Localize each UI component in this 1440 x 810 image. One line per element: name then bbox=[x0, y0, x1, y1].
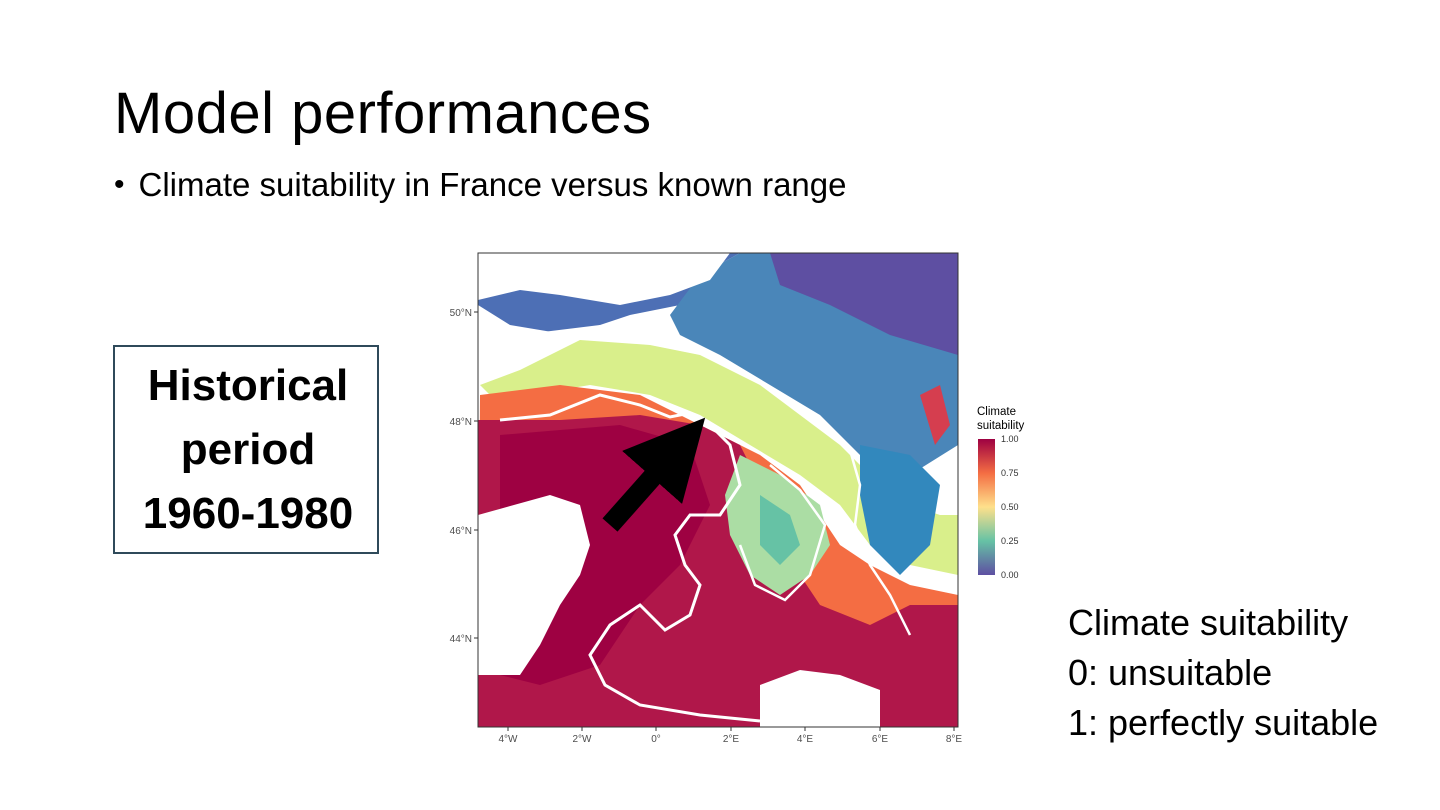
ardennes-zone bbox=[770, 253, 958, 355]
period-line-2: period bbox=[180, 425, 316, 474]
known-range-east bbox=[848, 449, 912, 636]
map-raster bbox=[478, 253, 958, 727]
known-range-outline bbox=[499, 393, 761, 723]
slide-title: Model performances bbox=[114, 81, 652, 146]
legend-tick-025: 0.25 bbox=[1001, 536, 1019, 546]
alps-zone bbox=[860, 445, 940, 575]
lat-label-44: 44°N bbox=[450, 634, 472, 645]
bullet-point: • Climate suitability in France versus k… bbox=[114, 166, 847, 204]
legend-title-1: Climate bbox=[977, 406, 1016, 418]
lon-label-4w: 4°W bbox=[499, 734, 519, 745]
panel-border bbox=[477, 252, 959, 728]
mediterranean-sea bbox=[760, 670, 880, 727]
period-line-3: 1960-1980 bbox=[142, 489, 354, 538]
color-legend: Climate suitability 1.00 0.75 0.50 0.25 … bbox=[977, 406, 1025, 580]
lon-label-8e: 8°E bbox=[946, 734, 963, 745]
massif-core bbox=[760, 495, 800, 565]
bay-of-biscay bbox=[478, 495, 590, 675]
channel-west bbox=[478, 325, 610, 385]
suitability-explanation: Climate suitability 0: unsuitable 1: per… bbox=[1068, 598, 1378, 748]
known-range-inner bbox=[738, 464, 827, 602]
explanation-line-1: Climate suitability bbox=[1068, 602, 1349, 643]
rhine-zone bbox=[920, 385, 950, 445]
english-channel bbox=[478, 253, 730, 305]
bullet-icon: • bbox=[114, 168, 125, 201]
lat-label-46: 46°N bbox=[450, 526, 472, 537]
lon-label-6e: 6°E bbox=[872, 734, 889, 745]
lat-label-50: 50°N bbox=[450, 308, 472, 319]
suitability-map: 50°N 48°N 46°N 44°N 4°W 2°W 0° 2°E 4°E 6… bbox=[440, 245, 1040, 750]
legend-tick-100: 1.00 bbox=[1001, 434, 1019, 444]
lon-label-2e: 2°E bbox=[723, 734, 740, 745]
period-box: Historical period 1960-1980 bbox=[113, 345, 379, 554]
explanation-line-2: 0: unsuitable bbox=[1068, 652, 1273, 693]
lon-label-2w: 2°W bbox=[573, 734, 593, 745]
bullet-text: Climate suitability in France versus kno… bbox=[138, 166, 847, 203]
lat-label-48: 48°N bbox=[450, 417, 472, 428]
legend-title-2: suitability bbox=[977, 420, 1025, 432]
legend-tick-050: 0.50 bbox=[1001, 502, 1019, 512]
legend-colorbar bbox=[978, 439, 995, 575]
lon-label-0: 0° bbox=[651, 734, 661, 745]
legend-tick-075: 0.75 bbox=[1001, 468, 1019, 478]
arrow-icon bbox=[602, 417, 706, 532]
explanation-line-3: 1: perfectly suitable bbox=[1068, 702, 1379, 743]
legend-tick-000: 0.00 bbox=[1001, 570, 1019, 580]
period-line-1: Historical bbox=[147, 361, 349, 410]
lon-label-4e: 4°E bbox=[797, 734, 814, 745]
map-svg: 50°N 48°N 46°N 44°N 4°W 2°W 0° 2°E 4°E 6… bbox=[450, 252, 1025, 745]
